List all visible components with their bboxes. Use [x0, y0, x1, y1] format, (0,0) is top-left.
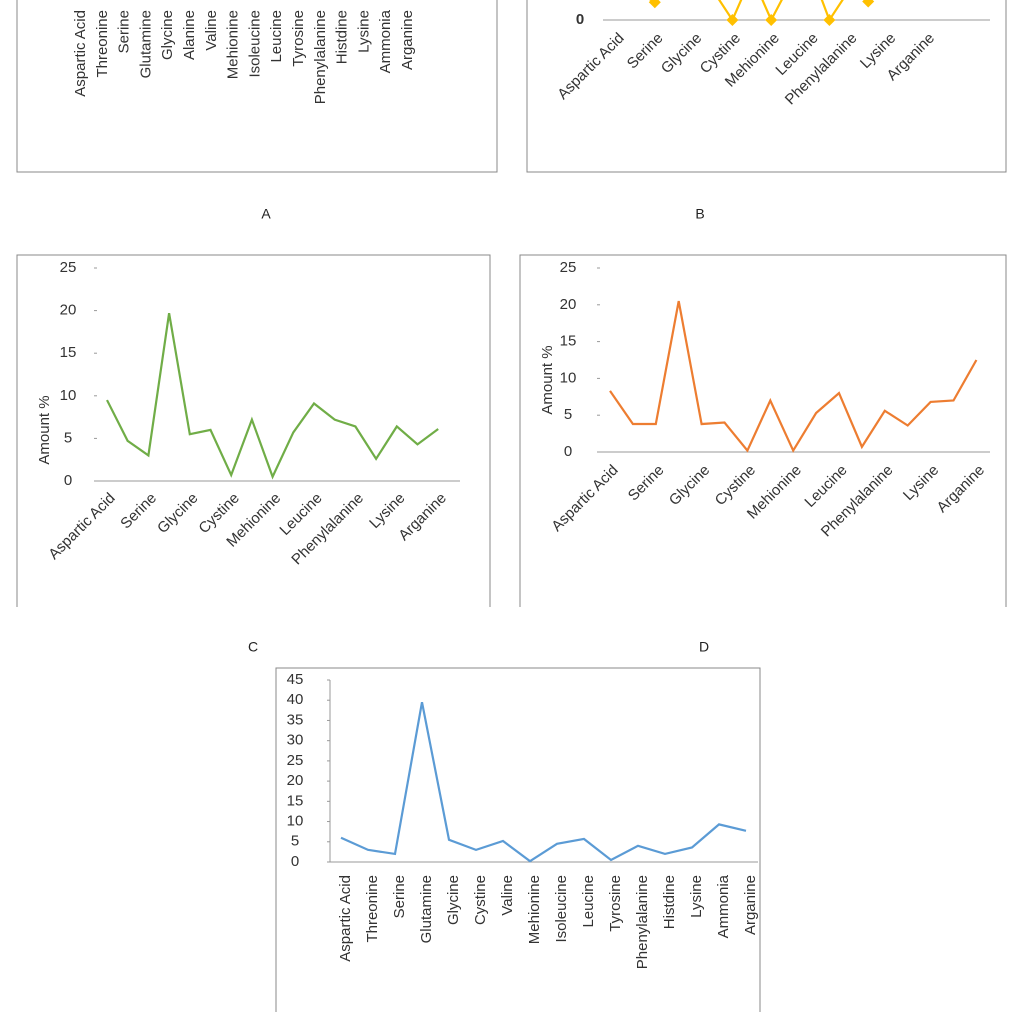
x-tick-label: Phenylalanine	[312, 10, 329, 104]
y-tick-label: 15	[560, 333, 577, 350]
data-point	[765, 14, 778, 26]
x-tick-label: Threonine	[364, 875, 381, 943]
x-tick-label: Arganine	[934, 462, 988, 516]
x-tick-label: Serine	[391, 875, 408, 918]
y-tick-label: 20	[287, 772, 304, 789]
x-tick-label: Mehionine	[526, 875, 543, 944]
y-tick-label: 0	[564, 443, 572, 460]
x-tick-label: Glycine	[658, 30, 705, 77]
y-tick-label: 10	[560, 369, 577, 386]
x-tick-label: Glycine	[159, 10, 176, 60]
data-point	[648, 0, 661, 9]
y-tick-label: 5	[564, 406, 572, 423]
x-tick-label: Ammonia	[377, 9, 394, 73]
panel-frame	[526, 0, 1007, 173]
y-axis-label: Amount %	[36, 395, 53, 464]
panel-caption: A	[261, 206, 271, 222]
x-tick-label: Aspartic Acid	[337, 875, 354, 962]
x-tick-label: Isoleucine	[553, 875, 570, 943]
y-tick-label: 40	[287, 691, 304, 708]
y-tick-label: 0	[291, 853, 299, 870]
x-tick-label: Cystine	[472, 875, 489, 925]
data-point	[823, 14, 836, 26]
x-tick-label: Leucine	[580, 875, 597, 928]
x-tick-label: Glycine	[666, 462, 713, 509]
y-tick-label: 15	[287, 792, 304, 809]
x-tick-label: Glycine	[445, 875, 462, 925]
x-tick-label: Glutamine	[137, 10, 154, 78]
x-tick-label: Aspartic Acid	[548, 462, 621, 535]
x-tick-label: Glycine	[154, 490, 201, 537]
x-tick-label: Lysine	[688, 875, 705, 918]
y-tick-label: 10	[287, 813, 304, 830]
x-tick-label: Threonine	[94, 10, 111, 78]
x-tick-label: Phenylalanine	[288, 490, 367, 569]
panel-frame	[16, 254, 491, 607]
data-point	[726, 14, 739, 26]
x-tick-label: Valine	[203, 10, 220, 51]
y-tick-label: 30	[287, 732, 304, 749]
x-tick-label: Aspartic Acid	[72, 10, 89, 97]
x-tick-label: Lysine	[355, 10, 372, 53]
x-tick-label: Leucine	[268, 10, 285, 63]
x-tick-label: Tyrosine	[290, 10, 307, 67]
x-tick-label: Serine	[116, 10, 133, 53]
y-tick-label: 5	[291, 833, 299, 850]
panel-caption: C	[248, 639, 258, 655]
y-tick-label: 20	[560, 296, 577, 313]
x-tick-label: Glutamine	[418, 875, 435, 943]
data-line	[609, 300, 978, 453]
x-tick-label: Isoleucine	[246, 10, 263, 78]
y-tick-label: 25	[560, 259, 577, 276]
y-tick-label: 45	[287, 671, 304, 688]
x-tick-label: Tyrosine	[607, 875, 624, 932]
panel-caption: D	[699, 639, 709, 655]
x-tick-label: Histdine	[661, 875, 678, 929]
x-tick-label: Ammonia	[715, 874, 732, 938]
y-tick-label: 15	[60, 344, 77, 361]
y-tick-label: 10	[60, 387, 77, 404]
x-tick-label: Serine	[625, 462, 668, 505]
y-tick-label: 0	[64, 472, 72, 489]
y-axis-label: Amount %	[539, 345, 556, 414]
x-tick-label: Phenylalanine	[634, 875, 651, 969]
x-tick-label: Histdine	[334, 10, 351, 64]
y-tick-label: 25	[287, 752, 304, 769]
panel-caption: B	[695, 206, 704, 222]
y-tick-label: 20	[60, 302, 77, 319]
x-tick-label: Arganine	[742, 875, 759, 935]
panel-frame	[519, 254, 1007, 607]
x-tick-label: Valine	[499, 875, 516, 916]
x-tick-label: Aspartic Acid	[45, 490, 118, 563]
y-tick-label: 35	[287, 711, 304, 728]
x-tick-label: Aspartic Acid	[554, 30, 627, 103]
panel-frame	[275, 667, 761, 1012]
data-line	[340, 702, 747, 863]
x-tick-label: Mehionine	[225, 10, 242, 79]
data-line	[106, 312, 439, 480]
y-tick-label: 0	[576, 11, 584, 28]
x-tick-label: Lysine	[900, 462, 942, 504]
x-tick-label: Alanine	[181, 10, 198, 60]
panel-frame	[16, 0, 498, 173]
y-tick-label: 25	[60, 259, 77, 276]
data-point	[862, 0, 875, 8]
y-tick-label: 5	[64, 429, 72, 446]
x-tick-label: Arganine	[399, 10, 416, 70]
